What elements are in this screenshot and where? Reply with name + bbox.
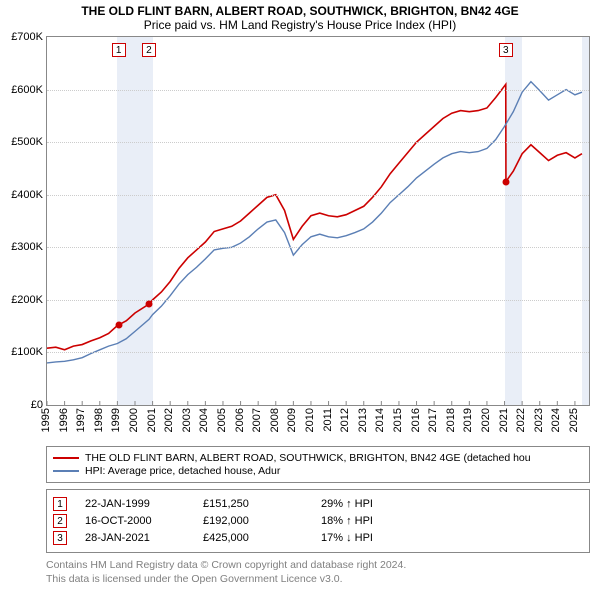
y-axis-label: £300K [11, 241, 43, 253]
sale-date: 22-JAN-1999 [85, 498, 185, 510]
x-axis-label: 2005 [216, 408, 228, 432]
chart-svg [47, 37, 589, 405]
x-axis-label: 1995 [40, 408, 52, 432]
sale-marker: 3 [499, 43, 513, 57]
x-axis-label: 2010 [304, 408, 316, 432]
x-axis-label: 2025 [568, 408, 580, 432]
sale-price: £192,000 [203, 515, 303, 527]
sale-dot [115, 322, 122, 329]
footer-line2: This data is licensed under the Open Gov… [46, 573, 590, 587]
x-axis-label: 2017 [427, 408, 439, 432]
x-axis-label: 2024 [550, 408, 562, 432]
y-axis-label: £100K [11, 346, 43, 358]
sale-date: 16-OCT-2000 [85, 515, 185, 527]
legend-row-hpi: HPI: Average price, detached house, Adur [53, 465, 583, 477]
gridline [47, 142, 589, 143]
y-axis-label: £200K [11, 294, 43, 306]
legend-label-hpi: HPI: Average price, detached house, Adur [85, 465, 280, 477]
legend-swatch-property [53, 457, 79, 459]
x-axis-label: 2007 [251, 408, 263, 432]
y-axis-label: £700K [11, 31, 43, 43]
gridline [47, 195, 589, 196]
footer-attribution: Contains HM Land Registry data © Crown c… [46, 559, 590, 586]
sale-row: 2 16-OCT-2000 £192,000 18% ↑ HPI [53, 514, 583, 528]
legend-swatch-hpi [53, 470, 79, 472]
sale-hpi-diff: 18% ↑ HPI [321, 515, 421, 527]
x-axis-label: 2022 [515, 408, 527, 432]
x-axis-label: 2001 [146, 408, 158, 432]
sales-table: 1 22-JAN-1999 £151,250 29% ↑ HPI 2 16-OCT-200… [46, 489, 590, 553]
x-axis-label: 2023 [533, 408, 545, 432]
x-axis-label: 1998 [93, 408, 105, 432]
x-axis-label: 2011 [322, 408, 334, 432]
x-axis-label: 2015 [392, 408, 404, 432]
sale-row: 1 22-JAN-1999 £151,250 29% ↑ HPI [53, 497, 583, 511]
plot-area: £0£100K£200K£300K£400K£500K£600K£700K123 [46, 36, 590, 406]
x-axis-label: 2021 [498, 408, 510, 432]
sale-price: £425,000 [203, 532, 303, 544]
gridline [47, 247, 589, 248]
x-axis-label: 2014 [374, 408, 386, 432]
x-axis-label: 2018 [445, 408, 457, 432]
legend-label-property: THE OLD FLINT BARN, ALBERT ROAD, SOUTHWI… [85, 452, 531, 464]
gridline [47, 90, 589, 91]
sale-index-box: 1 [53, 497, 67, 511]
x-axis-label: 2020 [480, 408, 492, 432]
x-axis-label: 1999 [110, 408, 122, 432]
y-axis-label: £400K [11, 189, 43, 201]
x-axis-label: 2002 [163, 408, 175, 432]
x-axis-label: 2008 [269, 408, 281, 432]
legend-row-property: THE OLD FLINT BARN, ALBERT ROAD, SOUTHWI… [53, 452, 583, 464]
gridline [47, 352, 589, 353]
x-axis-label: 2009 [286, 408, 298, 432]
x-axis-label: 2003 [181, 408, 193, 432]
chart-subtitle: Price paid vs. HM Land Registry's House … [0, 18, 600, 32]
sale-dot [145, 301, 152, 308]
sale-price: £151,250 [203, 498, 303, 510]
chart-title: THE OLD FLINT BARN, ALBERT ROAD, SOUTHWI… [0, 4, 600, 18]
x-axis-label: 1997 [75, 408, 87, 432]
sale-date: 28-JAN-2021 [85, 532, 185, 544]
sale-index-box: 3 [53, 531, 67, 545]
x-axis-label: 2013 [357, 408, 369, 432]
gridline [47, 300, 589, 301]
chart-container: THE OLD FLINT BARN, ALBERT ROAD, SOUTHWI… [0, 0, 600, 586]
x-axis-label: 2006 [234, 408, 246, 432]
chart-titles: THE OLD FLINT BARN, ALBERT ROAD, SOUTHWI… [0, 0, 600, 32]
sale-dot [502, 178, 509, 185]
y-axis-label: £600K [11, 84, 43, 96]
sale-row: 3 28-JAN-2021 £425,000 17% ↓ HPI [53, 531, 583, 545]
x-axis-label: 2016 [410, 408, 422, 432]
y-axis-label: £500K [11, 136, 43, 148]
series-property [47, 84, 582, 349]
x-axis-label: 2000 [128, 408, 140, 432]
sale-hpi-diff: 29% ↑ HPI [321, 498, 421, 510]
sale-hpi-diff: 17% ↓ HPI [321, 532, 421, 544]
x-axis-labels: 1995199619971998199920002001200220032004… [46, 406, 590, 440]
footer-line1: Contains HM Land Registry data © Crown c… [46, 559, 590, 573]
x-axis-label: 2004 [198, 408, 210, 432]
x-axis-label: 1996 [58, 408, 70, 432]
x-axis-label: 2019 [462, 408, 474, 432]
x-axis-label: 2012 [339, 408, 351, 432]
legend-box: THE OLD FLINT BARN, ALBERT ROAD, SOUTHWI… [46, 446, 590, 483]
sale-marker: 1 [112, 43, 126, 57]
sale-marker: 2 [142, 43, 156, 57]
sale-index-box: 2 [53, 514, 67, 528]
